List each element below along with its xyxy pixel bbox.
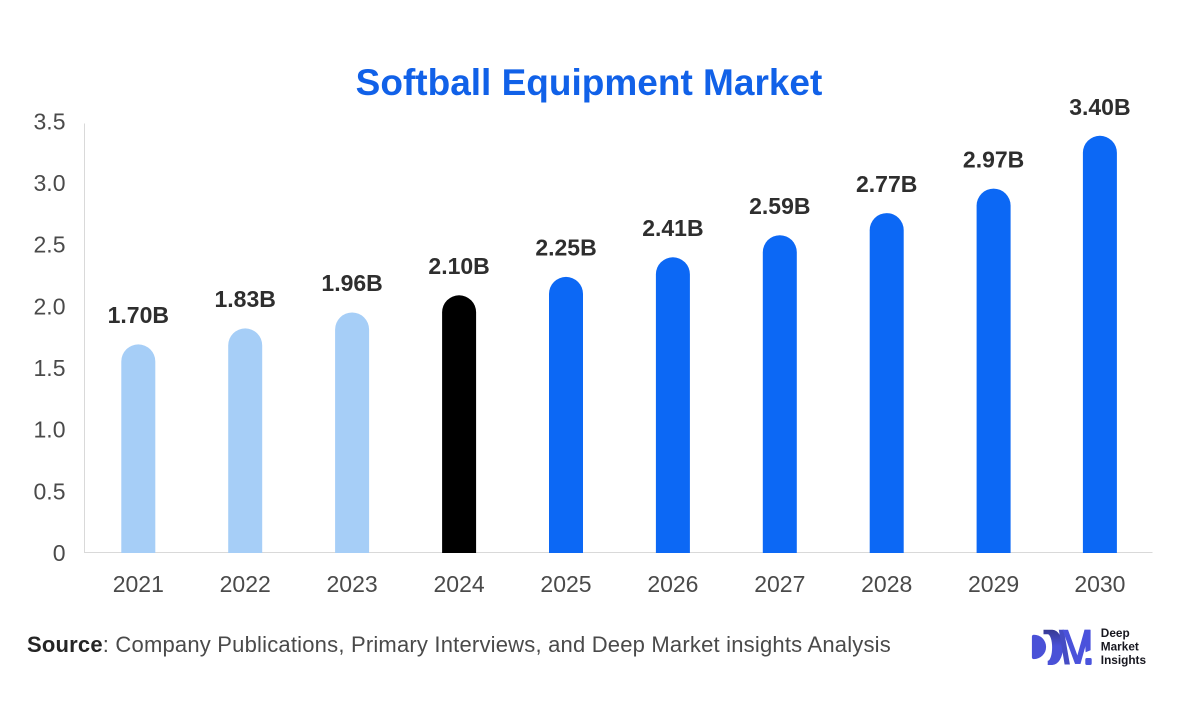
svg-text:Market: Market [1101, 640, 1139, 654]
svg-text:2030: 2030 [1074, 571, 1125, 597]
svg-text:0.5: 0.5 [34, 478, 66, 504]
svg-text:Deep: Deep [1101, 626, 1130, 640]
svg-text:2.5: 2.5 [34, 232, 66, 258]
svg-text:2022: 2022 [220, 571, 271, 597]
svg-text:2029: 2029 [968, 571, 1019, 597]
svg-text:2028: 2028 [861, 571, 912, 597]
svg-text:3.40B: 3.40B [1069, 94, 1130, 120]
svg-text:2.0: 2.0 [34, 293, 66, 319]
svg-text:2023: 2023 [327, 571, 378, 597]
svg-text:2.41B: 2.41B [642, 215, 703, 241]
svg-text:2026: 2026 [647, 571, 698, 597]
svg-text:2024: 2024 [434, 571, 485, 597]
svg-text:2.77B: 2.77B [856, 171, 917, 197]
svg-text:1.5: 1.5 [34, 355, 66, 381]
svg-text:1.96B: 1.96B [321, 270, 382, 296]
svg-text:Softball Equipment Market: Softball Equipment Market [356, 62, 823, 103]
svg-text:2021: 2021 [113, 571, 164, 597]
svg-text:3.5: 3.5 [34, 108, 66, 134]
svg-text:1.70B: 1.70B [108, 302, 169, 328]
svg-text:2025: 2025 [540, 571, 591, 597]
svg-text:2.59B: 2.59B [749, 193, 810, 219]
svg-text:2027: 2027 [754, 571, 805, 597]
svg-text:1.0: 1.0 [34, 417, 66, 443]
svg-text:2.97B: 2.97B [963, 146, 1024, 172]
svg-text:0: 0 [53, 540, 66, 566]
svg-text:2.25B: 2.25B [535, 235, 596, 261]
svg-text:Insights: Insights [1101, 653, 1147, 667]
svg-text:1.83B: 1.83B [215, 286, 276, 312]
svg-text:2.10B: 2.10B [428, 253, 489, 279]
svg-text:3.0: 3.0 [34, 170, 66, 196]
